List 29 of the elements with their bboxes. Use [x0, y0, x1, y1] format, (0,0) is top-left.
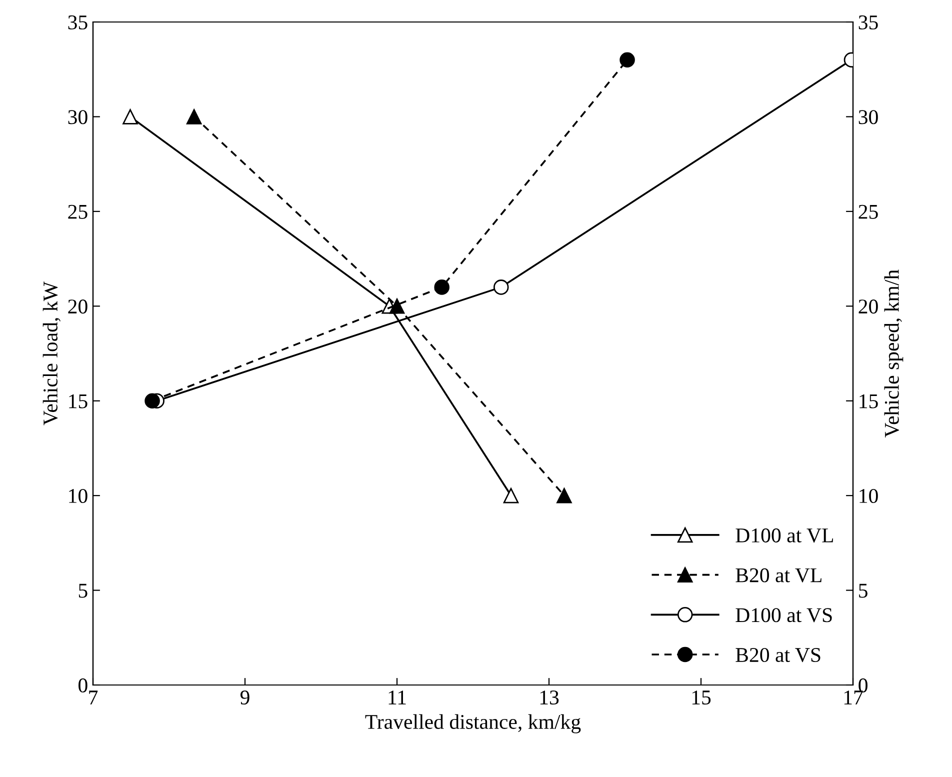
x-tick-label: 13 — [540, 690, 559, 705]
y-tick-label: 20 — [68, 300, 88, 314]
y2-axis-title: Vehicle speed, km/h — [884, 270, 904, 438]
x-axis-title: Travelled distance, km/kg — [365, 714, 581, 734]
y-tick-label: 30 — [68, 110, 88, 124]
legend-label: B20 at VS — [736, 648, 820, 662]
y2-tick-label: 0 — [858, 678, 868, 692]
y-axis-title: Vehicle load, kW — [42, 282, 61, 426]
legend-label: D100 at VS — [736, 608, 832, 622]
x-tick-label: 7 — [89, 690, 98, 704]
y-tick-label: 25 — [68, 204, 88, 219]
y2-tick-label: 5 — [859, 584, 868, 598]
y-tick-label: 35 — [68, 15, 88, 30]
x-tick-label: 9 — [240, 690, 250, 705]
y2-tick-label: 10 — [860, 488, 878, 504]
legend-label: D100 at VL — [736, 528, 833, 543]
y2-tick-label: 30 — [858, 110, 878, 124]
y2-tick-label: 15 — [860, 394, 878, 408]
x-tick-label: 17 — [844, 690, 863, 704]
y-tick-label: 10 — [69, 488, 88, 504]
y-tick-label: 15 — [69, 394, 88, 408]
x-tick-label: 11 — [388, 690, 406, 704]
y2-tick-label: 35 — [858, 15, 878, 30]
y2-tick-label: 20 — [858, 300, 878, 314]
y-tick-label: 0 — [78, 678, 88, 692]
x-tick-label: 15 — [692, 690, 711, 705]
y-tick-label: 5 — [78, 584, 88, 598]
legend-label: B20 at VL — [736, 568, 822, 582]
y2-tick-label: 25 — [858, 204, 878, 219]
